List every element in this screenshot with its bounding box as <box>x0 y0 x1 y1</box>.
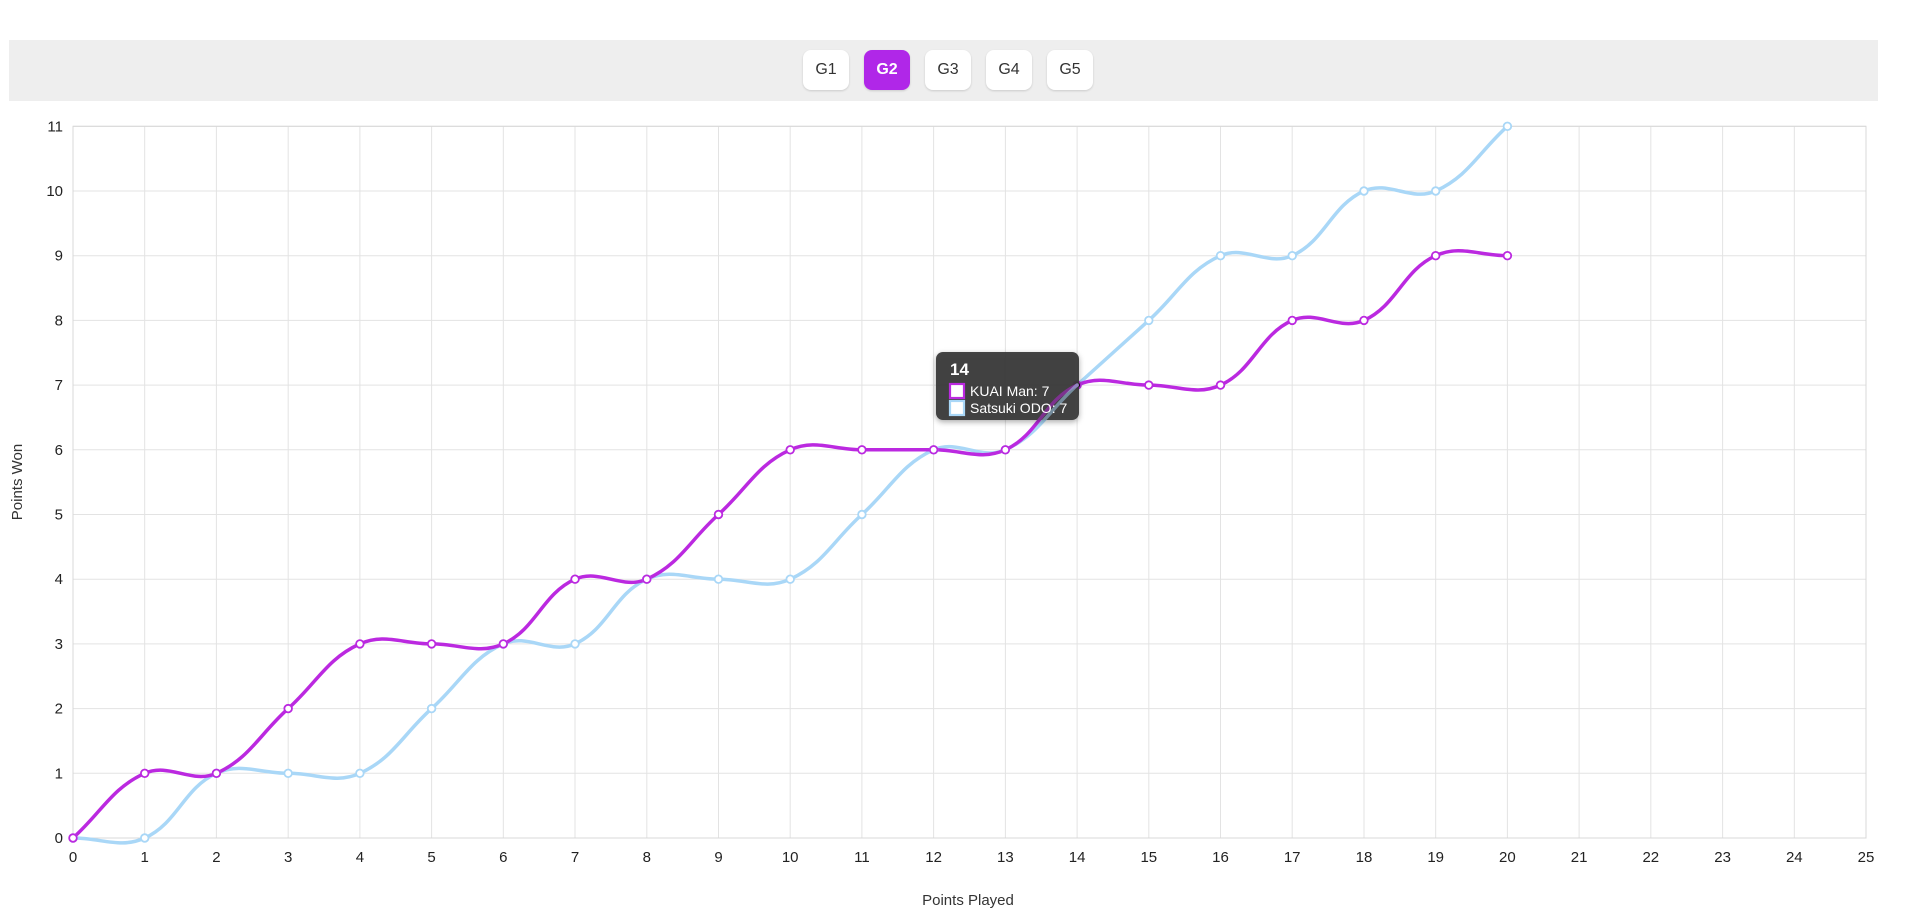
svg-text:0: 0 <box>69 849 77 866</box>
svg-text:21: 21 <box>1571 849 1588 866</box>
svg-text:11: 11 <box>854 849 870 866</box>
svg-text:4: 4 <box>55 571 63 588</box>
svg-text:5: 5 <box>427 849 435 866</box>
svg-text:Points Played: Points Played <box>922 892 1014 909</box>
svg-text:20: 20 <box>1499 849 1516 866</box>
svg-text:9: 9 <box>714 849 722 866</box>
svg-text:22: 22 <box>1642 849 1659 866</box>
svg-text:8: 8 <box>55 312 63 329</box>
svg-text:9: 9 <box>55 248 63 265</box>
svg-text:14: 14 <box>950 360 969 379</box>
svg-text:6: 6 <box>55 442 63 459</box>
svg-text:16: 16 <box>1212 849 1229 866</box>
svg-text:19: 19 <box>1427 849 1444 866</box>
svg-text:17: 17 <box>1284 849 1301 866</box>
svg-text:23: 23 <box>1714 849 1731 866</box>
svg-text:3: 3 <box>284 849 292 866</box>
svg-text:10: 10 <box>46 183 63 200</box>
svg-text:3: 3 <box>55 636 63 653</box>
svg-text:7: 7 <box>571 849 579 866</box>
svg-text:6: 6 <box>499 849 507 866</box>
svg-text:25: 25 <box>1858 849 1875 866</box>
svg-text:7: 7 <box>55 377 63 394</box>
svg-text:11: 11 <box>47 118 63 135</box>
svg-text:15: 15 <box>1140 849 1157 866</box>
svg-text:Satsuki ODO: 7: Satsuki ODO: 7 <box>970 400 1067 416</box>
svg-text:2: 2 <box>212 849 220 866</box>
svg-text:8: 8 <box>643 849 651 866</box>
svg-text:4: 4 <box>356 849 364 866</box>
svg-text:Points Won: Points Won <box>9 444 26 520</box>
svg-text:1: 1 <box>141 849 149 866</box>
svg-text:24: 24 <box>1786 849 1803 866</box>
svg-text:14: 14 <box>1069 849 1086 866</box>
svg-text:KUAI Man: 7: KUAI Man: 7 <box>970 383 1050 399</box>
svg-text:10: 10 <box>782 849 799 866</box>
svg-text:5: 5 <box>55 507 63 524</box>
svg-text:2: 2 <box>55 701 63 718</box>
svg-text:18: 18 <box>1356 849 1373 866</box>
svg-text:13: 13 <box>997 849 1014 866</box>
svg-text:1: 1 <box>55 765 63 782</box>
svg-text:12: 12 <box>925 849 942 866</box>
svg-text:0: 0 <box>55 830 63 847</box>
